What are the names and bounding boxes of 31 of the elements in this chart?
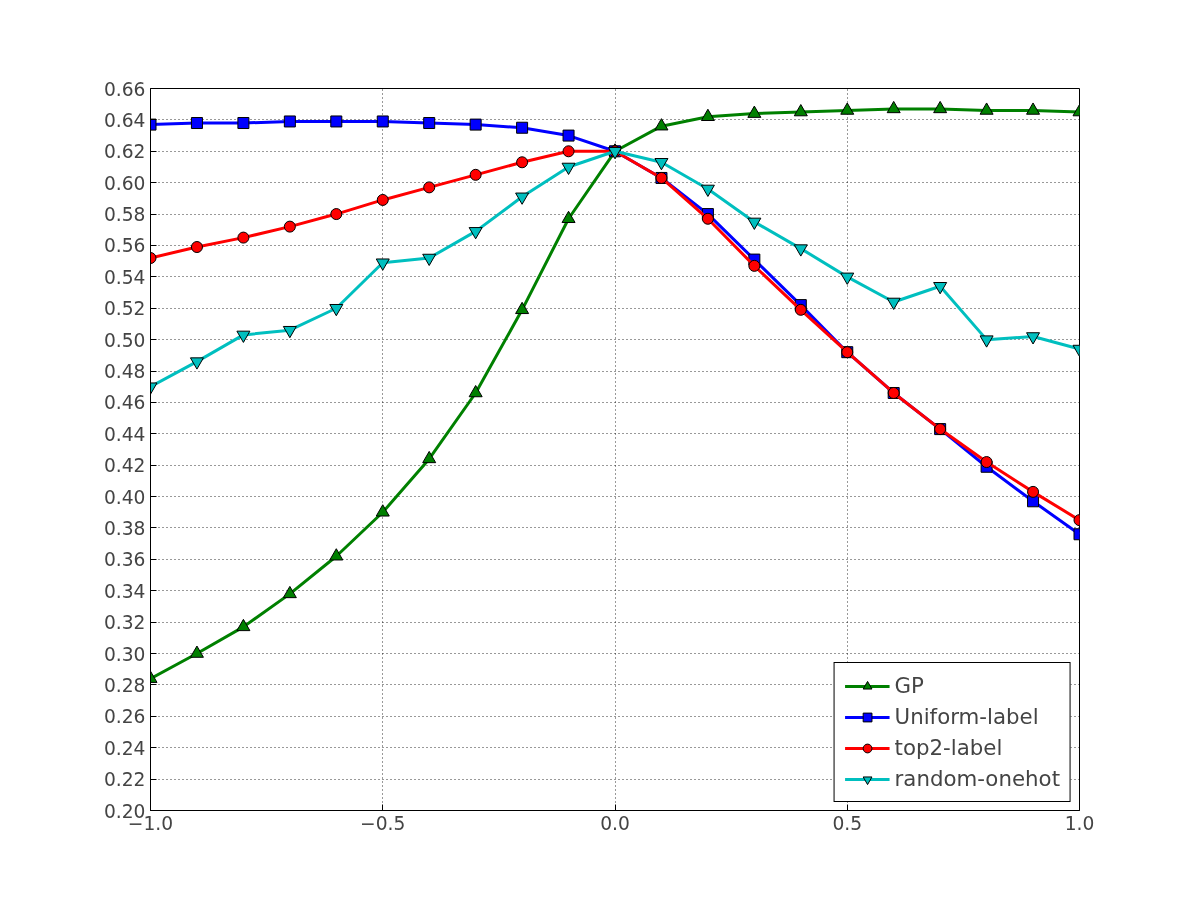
y-tick-label: 0.48 bbox=[103, 361, 146, 383]
legend-label: top2-label bbox=[894, 735, 1003, 760]
y-tick-label: 0.64 bbox=[103, 109, 146, 131]
legend-label: GP bbox=[894, 673, 924, 698]
y-tick-label: 0.44 bbox=[103, 423, 146, 445]
y-tick-label: 0.24 bbox=[103, 737, 146, 759]
y-tick-label: 0.22 bbox=[103, 769, 146, 791]
y-tick-label: 0.38 bbox=[103, 517, 146, 539]
y-tick-label: 0.66 bbox=[103, 78, 146, 100]
y-tick-label: 0.50 bbox=[103, 329, 146, 351]
y-tick-label: 0.58 bbox=[103, 204, 146, 226]
x-tick-label: 1.0 bbox=[1064, 812, 1095, 834]
legend-label: Uniform-label bbox=[894, 704, 1039, 729]
x-tick-label: 0.5 bbox=[832, 812, 863, 834]
y-tick-label: 0.52 bbox=[103, 298, 146, 320]
y-tick-label: 0.60 bbox=[103, 172, 146, 194]
y-tick-label: 0.34 bbox=[103, 580, 146, 602]
legend-label: random-onehot bbox=[894, 766, 1060, 791]
x-tick-label: 0.0 bbox=[600, 812, 630, 834]
y-tick-label: 0.56 bbox=[103, 235, 146, 257]
y-tick-label: 0.32 bbox=[103, 612, 146, 634]
y-tick-label: 0.40 bbox=[103, 486, 146, 508]
y-tick-label: 0.42 bbox=[103, 455, 146, 477]
x-tick-label: −0.5 bbox=[360, 812, 406, 834]
y-tick-label: 0.28 bbox=[103, 674, 146, 696]
y-tick-label: 0.46 bbox=[103, 392, 146, 414]
y-tick-label: 0.54 bbox=[103, 266, 146, 288]
y-tick-label: 0.62 bbox=[103, 141, 146, 163]
y-tick-label: 0.36 bbox=[103, 549, 146, 571]
y-tick-label: 0.26 bbox=[103, 706, 146, 728]
y-tick-label: 0.30 bbox=[103, 643, 146, 665]
